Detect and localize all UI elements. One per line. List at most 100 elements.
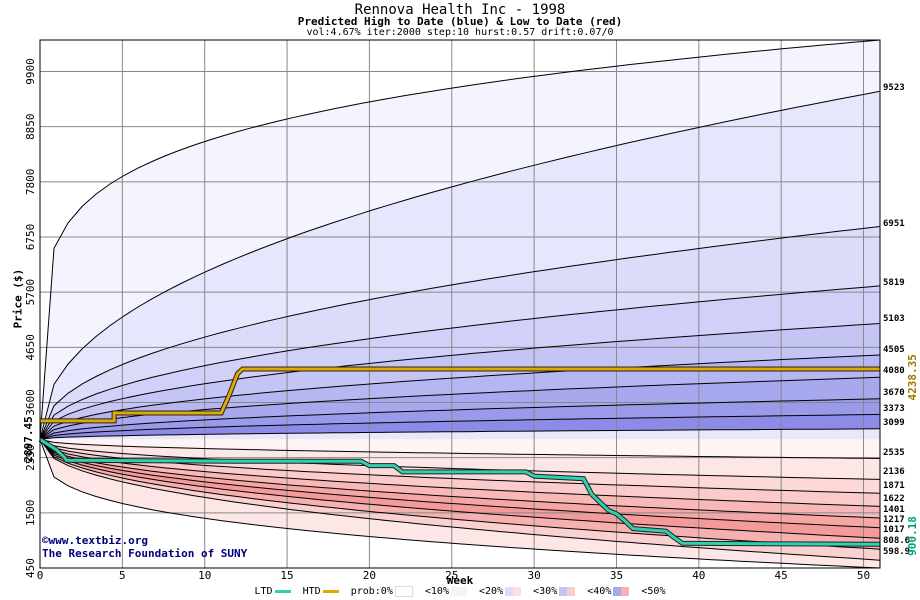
high-quantile-line-8 (39, 428, 881, 440)
low-quantile-line-1 (39, 438, 881, 480)
low-quantile-line-0 (39, 438, 881, 459)
high-band-4 (40, 323, 880, 440)
low-end-label-0: 2535 (883, 448, 905, 458)
legend-ltd-line (274, 590, 291, 593)
legend-band-4: <40% (587, 586, 631, 597)
chart-params: vol:4.67% iter:2000 step:10 hurst:0.57 d… (306, 27, 614, 38)
low-quantile-line-4 (39, 439, 881, 519)
x-tick-label-3: 15 (280, 569, 293, 582)
legend-band-3-swatch (559, 587, 576, 596)
low-band-1 (40, 439, 880, 480)
high-quantile-line-2 (39, 285, 881, 440)
legend-band-2: <20% (479, 586, 523, 597)
high-end-label-3: 5103 (883, 314, 905, 324)
y-tick-label-6: 6750 (24, 224, 37, 251)
low-quantile-line-7 (39, 439, 881, 550)
low-end-label-1: 2136 (883, 467, 905, 477)
low-quantile-line-6 (39, 439, 881, 539)
credit-org: The Research Foundation of SUNY (42, 547, 248, 560)
current-low-label: 900.18 (906, 516, 919, 556)
high-quantile-line-0 (39, 90, 881, 440)
low-end-label-8: 598.9 (883, 547, 910, 557)
x-tick-label-5: 25 (445, 569, 458, 582)
legend-band-1: <10% (425, 586, 469, 597)
x-tick-label-9: 45 (775, 569, 788, 582)
ltd-series (39, 438, 881, 546)
legend-prob: prob:0% (351, 586, 415, 597)
low-end-label-5: 1217 (883, 515, 905, 525)
y-tick-label-0: 450 (24, 558, 37, 578)
high-band-9 (40, 428, 880, 440)
high-quantile-line-1 (39, 226, 881, 440)
x-tick-label-4: 20 (363, 569, 376, 582)
low-band-0 (40, 439, 880, 459)
legend-prob-swatch (394, 586, 413, 597)
plot-frame (39, 39, 881, 569)
legend-band-3: <30% (533, 586, 577, 597)
low-band-9 (40, 439, 880, 568)
x-tick-label-0: 0 (37, 569, 44, 582)
high-band-1 (40, 91, 880, 440)
x-tick-label-10: 50 (857, 569, 870, 582)
y-tick-label-3: 3600 (24, 389, 37, 416)
start-price-label: 2897.45 (22, 416, 35, 462)
x-tick-label-1: 5 (119, 569, 126, 582)
legend-band-4-swatch (613, 587, 630, 596)
legend-htd-line (322, 590, 339, 593)
low-quantile-line-3 (39, 439, 881, 507)
chart-subtitle: Predicted High to Date (blue) & Low to D… (297, 15, 623, 28)
high-quantile-line-4 (39, 354, 881, 440)
y-axis-label: Price ($) (11, 268, 25, 329)
high-end-label-4: 4505 (883, 345, 905, 355)
high-band-5 (40, 355, 880, 440)
high-extreme-line (39, 39, 881, 440)
low-quantile-line-2 (39, 438, 881, 494)
legend-band-1-swatch (450, 587, 467, 596)
low-band-8 (40, 439, 880, 561)
credit-url: ©www.textbiz.org (42, 534, 148, 547)
low-end-label-3: 1622 (883, 494, 905, 504)
y-tick-label-4: 4650 (24, 334, 37, 361)
low-band-6 (40, 439, 880, 539)
high-quantile-line-3 (39, 323, 881, 440)
chart-title: Rennova Health Inc - 1998 (354, 2, 566, 18)
low-band-2 (40, 439, 880, 494)
high-band-0 (40, 40, 880, 440)
high-band-6 (40, 377, 880, 440)
high-end-label-8: 3099 (883, 418, 905, 428)
legend-band-2-swatch (505, 587, 522, 596)
high-band-3 (40, 285, 880, 440)
y-tick-label-7: 7800 (24, 169, 37, 196)
low-end-label-2: 1871 (883, 481, 905, 491)
legend-ltd: LTD (255, 586, 293, 597)
high-end-label-0: 9523 (883, 83, 905, 93)
high-band-8 (40, 414, 880, 440)
x-axis-label: Week (446, 574, 474, 587)
legend: LTD HTD prob:0% <10% <20% <30% <40% <50% (0, 586, 920, 597)
high-end-label-5: 4080 (883, 366, 905, 376)
x-tick-label-2: 10 (198, 569, 211, 582)
series-lines (38, 366, 881, 547)
quantile-lines (39, 39, 881, 569)
high-end-label-2: 5819 (883, 278, 905, 288)
low-end-label-4: 1401 (883, 505, 905, 515)
htd-series (40, 367, 880, 423)
y-tick-label-9: 9900 (24, 58, 37, 85)
low-extreme-line (39, 439, 881, 569)
high-quantile-line-7 (39, 413, 881, 440)
tick-labels: 0 5 10 15 20 25 30 35 40 45 50 450 1500 2550 3600 4650 5… (22, 58, 919, 582)
x-tick-label-6: 30 (527, 569, 540, 582)
high-band-2 (40, 226, 880, 440)
legend-htd: HTD (303, 586, 341, 597)
legend-band-5: <50% (641, 586, 666, 597)
axes (39, 39, 881, 569)
high-end-label-1: 6951 (883, 219, 905, 229)
low-band-3 (40, 439, 880, 507)
high-end-label-6: 3670 (883, 388, 905, 398)
low-quantile-line-5 (39, 439, 881, 529)
y-tick-label-1: 1500 (24, 500, 37, 527)
low-band-5 (40, 439, 880, 528)
current-high-label: 4238.35 (906, 354, 919, 400)
high-band-7 (40, 398, 880, 440)
